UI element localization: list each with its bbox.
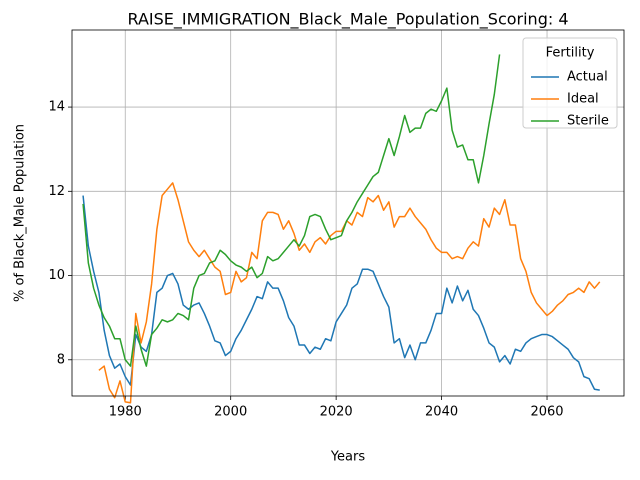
legend-label: Actual bbox=[567, 70, 608, 85]
x-tick-label: 2000 bbox=[214, 405, 247, 420]
y-tick-label: 12 bbox=[48, 184, 65, 199]
y-tick-label: 8 bbox=[57, 352, 65, 367]
x-tick-label: 2020 bbox=[320, 405, 353, 420]
x-tick-label: 1980 bbox=[109, 405, 142, 420]
data-line bbox=[98, 182, 601, 404]
plot-frame bbox=[71, 29, 625, 397]
legend-title: Fertility bbox=[546, 46, 595, 61]
data-line bbox=[82, 195, 600, 391]
x-tick-label: 2060 bbox=[530, 405, 563, 420]
chart-title: RAISE_IMMIGRATION_Black_Male_Population_… bbox=[127, 10, 568, 30]
data-line bbox=[82, 54, 501, 367]
y-tick-label: 14 bbox=[48, 100, 65, 115]
y-tick-label: 10 bbox=[48, 268, 65, 283]
y-axis-label: % of Black_Male Population bbox=[13, 124, 28, 302]
legend-label: Ideal bbox=[567, 92, 599, 107]
legend-box bbox=[522, 37, 618, 129]
x-axis-label: Years bbox=[330, 450, 366, 465]
legend-label: Sterile bbox=[567, 114, 609, 129]
x-tick-label: 2040 bbox=[425, 405, 458, 420]
legend: Fertility Actual Ideal Sterile bbox=[522, 37, 618, 129]
